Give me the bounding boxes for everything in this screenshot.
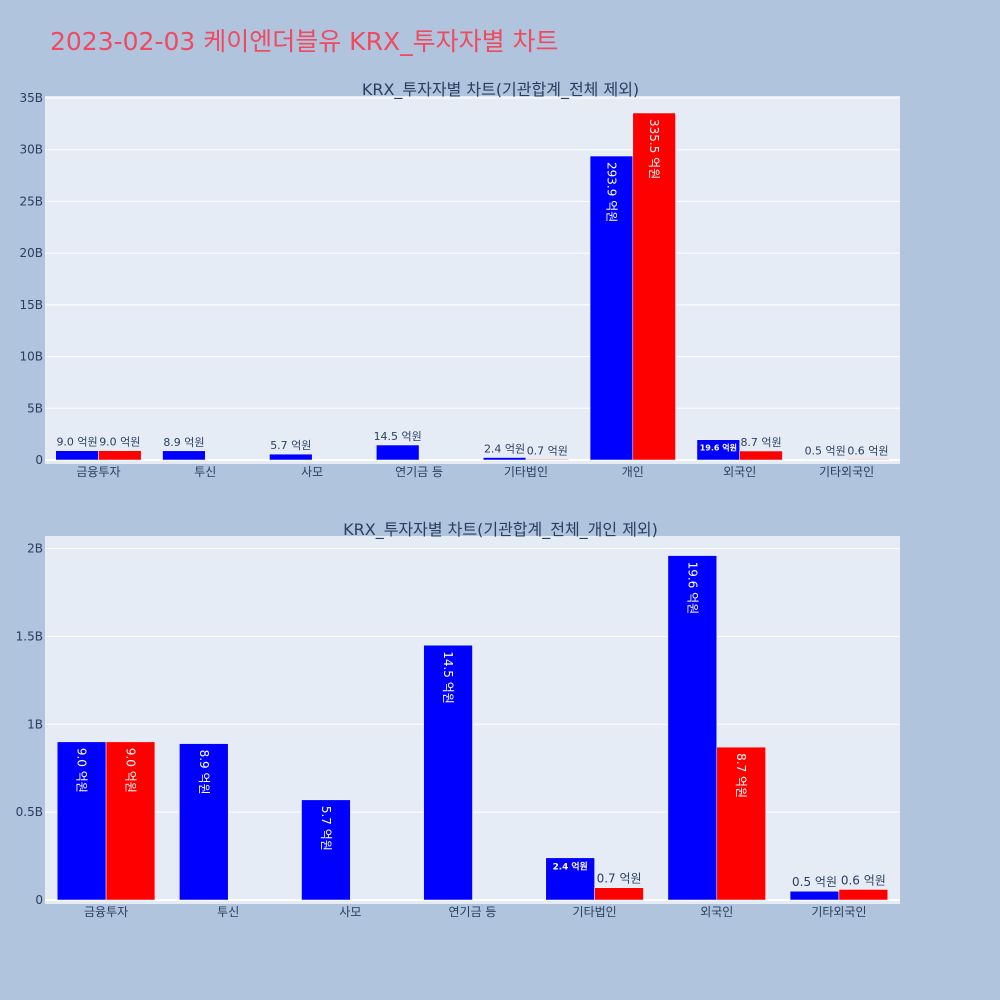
data-label: 9.0 억원 bbox=[56, 436, 97, 449]
x-tick-label: 기타외국인 bbox=[819, 465, 874, 479]
y-tick-label: 0 bbox=[35, 893, 43, 907]
y-tick-label: 1B bbox=[27, 717, 43, 731]
bar bbox=[179, 743, 229, 901]
y-tick-label: 2B bbox=[27, 542, 43, 556]
x-tick-label: 금융투자 bbox=[84, 905, 128, 919]
data-label: 0.5 억원 bbox=[805, 444, 846, 457]
chart-2: 0 0.5B 1B 1.5B 2B KRX_투자자별 차트(기관합계_전체_개인 제외) 금… bbox=[16, 520, 900, 919]
x-tick-label: 투신 bbox=[194, 465, 216, 479]
chart-title: KRX_투자자별 차트(기관합계_전체_개인 제외) bbox=[343, 520, 658, 540]
data-label: 9.0 억원 bbox=[75, 748, 89, 793]
bar bbox=[838, 889, 889, 901]
data-label: 5.7 억원 bbox=[270, 439, 311, 452]
bar bbox=[789, 890, 840, 901]
bar bbox=[589, 155, 634, 461]
y-tick-label: 20B bbox=[19, 246, 43, 260]
y-tick-label: 30B bbox=[19, 143, 43, 157]
data-label: 14.5 억원 bbox=[441, 651, 455, 704]
bar bbox=[98, 450, 142, 461]
x-tick-label: 사모 bbox=[339, 905, 361, 919]
data-label: 293.9 억원 bbox=[604, 162, 618, 222]
data-label: 2.4 억원 bbox=[484, 443, 525, 456]
bar bbox=[162, 450, 206, 461]
y-tick-label: 5B bbox=[27, 401, 43, 415]
bar bbox=[545, 857, 595, 901]
bar bbox=[803, 459, 847, 461]
y-tick-label: 35B bbox=[19, 91, 43, 105]
x-tick-label: 기타법인 bbox=[573, 905, 617, 919]
bar bbox=[269, 453, 313, 461]
data-label: 0.5 억원 bbox=[792, 875, 837, 889]
x-tick-label: 연기금 등 bbox=[449, 905, 497, 919]
data-label: 335.5 억원 bbox=[647, 119, 661, 179]
bar bbox=[56, 741, 107, 901]
data-label: 19.6 억원 bbox=[685, 562, 699, 615]
bar bbox=[525, 459, 569, 461]
bar bbox=[594, 887, 644, 901]
data-label: 8.7 억원 bbox=[740, 436, 781, 449]
bar bbox=[423, 644, 473, 901]
chart-1: 0 5B 10B 15B 20B 25B 30B 35B KRX_투자자별 차트(기관합계_전체… bbox=[19, 80, 900, 479]
x-tick-label: 사모 bbox=[301, 465, 323, 479]
y-tick-label: 25B bbox=[19, 194, 43, 208]
bar bbox=[716, 746, 766, 901]
x-tick-label: 연기금 등 bbox=[395, 465, 443, 479]
data-label: 9.0 억원 bbox=[99, 436, 140, 449]
data-label: 0.6 억원 bbox=[841, 873, 886, 887]
plot-area bbox=[45, 96, 900, 464]
bar bbox=[55, 450, 99, 461]
y-tick-label: 10B bbox=[19, 350, 43, 364]
bar bbox=[846, 459, 890, 461]
y-tick-label: 1.5B bbox=[16, 629, 43, 643]
bar bbox=[301, 799, 351, 901]
x-tick-label: 외국인 bbox=[723, 465, 756, 479]
bar bbox=[696, 439, 740, 461]
x-tick-label: 투신 bbox=[217, 905, 239, 919]
data-label: 0.7 억원 bbox=[527, 444, 568, 457]
data-label: 8.9 억원 bbox=[197, 750, 211, 795]
x-tick-label: 금융투자 bbox=[76, 465, 120, 479]
data-label: 8.7 억원 bbox=[734, 753, 748, 798]
x-tick-label: 개인 bbox=[622, 465, 644, 479]
chart-title: KRX_투자자별 차트(기관합계_전체 제외) bbox=[362, 80, 639, 100]
x-tick-label: 외국인 bbox=[700, 905, 733, 919]
data-label: 0.7 억원 bbox=[597, 872, 642, 886]
data-label: 9.0 억원 bbox=[124, 748, 138, 793]
bar bbox=[632, 112, 676, 461]
y-tick-label: 15B bbox=[19, 298, 43, 312]
data-label: 8.9 억원 bbox=[163, 436, 204, 449]
data-label: 19.6 억원 bbox=[700, 443, 737, 453]
data-label: 2.4 억원 bbox=[553, 861, 588, 873]
page-title: 2023-02-03 케이엔더블유 KRX_투자자별 차트 bbox=[50, 27, 559, 56]
bar bbox=[739, 450, 783, 461]
bar bbox=[482, 457, 527, 461]
data-label: 5.7 억원 bbox=[319, 806, 333, 851]
x-tick-label: 기타법인 bbox=[504, 465, 548, 479]
x-tick-label: 기타외국인 bbox=[811, 905, 866, 919]
bar bbox=[105, 741, 156, 901]
bar bbox=[667, 555, 718, 901]
y-tick-label: 0.5B bbox=[16, 805, 43, 819]
y-tick-label: 0 bbox=[35, 453, 43, 467]
data-label: 14.5 억원 bbox=[374, 430, 422, 443]
bar bbox=[376, 444, 420, 461]
data-label: 0.6 억원 bbox=[847, 444, 888, 457]
